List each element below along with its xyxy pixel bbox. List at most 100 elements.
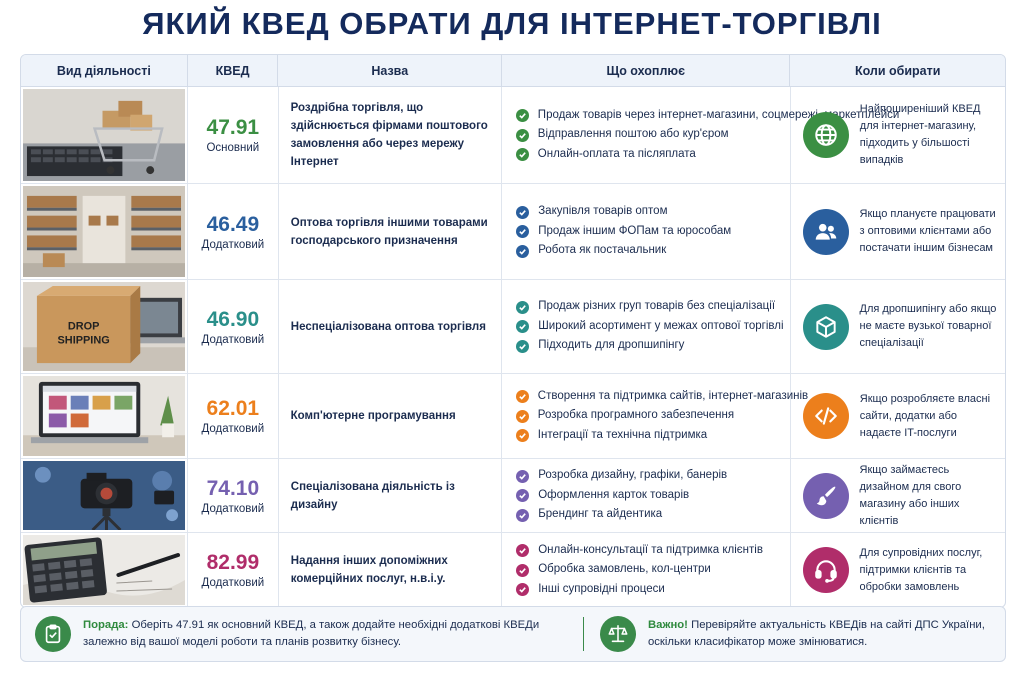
coverage-item: Онлайн-оплата та післяплата <box>515 145 696 165</box>
activity-photo-laptop <box>21 374 188 458</box>
check-icon <box>515 390 529 403</box>
tips-panel: Порада: Оберіть 47.91 як основний КВЕД, … <box>20 606 1006 662</box>
tips-divider <box>583 617 584 651</box>
table-row: 47.91 Основний Роздрібна торгівля, що зд… <box>21 87 1005 184</box>
coverage-item: Широкий асортимент у межах оптової торгі… <box>516 317 784 337</box>
table-row: 46.49 Додатковий Оптова торгівля іншими … <box>21 184 1005 280</box>
coverage-item: Продаж іншим ФОПам та юрособам <box>516 222 731 242</box>
when-cell: Найпоширеніший КВЕД для інтернет-магазин… <box>791 87 1005 183</box>
table-header: Вид діяльності КВЕД Назва Що охоплює Кол… <box>21 55 1005 87</box>
coverage-text: Обробка замовлень, кол-центри <box>538 563 711 576</box>
coverage-text: Підходить для дропшипінгу <box>538 339 685 352</box>
header-coverage: Що охоплює <box>502 55 791 86</box>
kved-type: Додатковий <box>201 502 265 515</box>
coverage-text: Продаж різних груп товарів без спеціаліз… <box>538 300 776 313</box>
header-activity: Вид діяльності <box>21 55 188 86</box>
activity-photo-cart <box>21 87 188 183</box>
page-title: ЯКИЙ КВЕД ОБРАТИ ДЛЯ ІНТЕРНЕТ-ТОРГІВЛІ <box>142 6 882 41</box>
coverage-text: Оформлення карток товарів <box>538 488 690 501</box>
check-icon <box>515 409 529 423</box>
coverage-item: Онлайн-консультації та підтримка клієнті… <box>516 541 763 561</box>
table-row: DROP SHIPPING 46.90 Додатковий Неспеціал… <box>21 280 1005 374</box>
coverage-list: Розробка дизайну, графіки, банерів Оформ… <box>502 459 791 532</box>
coverage-list: Закупівля товарів оптом Продаж іншим ФОП… <box>502 184 791 279</box>
header-when: Коли обирати <box>854 63 941 78</box>
check-icon <box>516 244 530 258</box>
important-block: Важно! Перевіряйте актуальність КВЕДів н… <box>600 616 1000 652</box>
coverage-list: Продаж різних груп товарів без спеціаліз… <box>502 280 791 373</box>
kved-name: Комп'ютерне програмування <box>279 374 502 458</box>
coverage-text: Відправлення поштою або кур'єром <box>537 128 729 141</box>
kved-code-cell: 74.10 Додатковий <box>188 459 279 532</box>
header-kved: КВЕД <box>188 55 279 86</box>
kved-name: Роздрібна торгівля, що здійснюється фірм… <box>279 87 502 183</box>
coverage-text: Онлайн-консультації та підтримка клієнті… <box>538 543 763 556</box>
kved-name: Спеціалізована діяльність із дизайну <box>279 459 503 532</box>
check-icon <box>515 429 529 442</box>
check-icon <box>516 508 530 522</box>
kved-table: Вид діяльності КВЕД Назва Що охоплює Кол… <box>20 54 1006 608</box>
check-icon <box>516 300 530 314</box>
tip-text-block: Порада: Оберіть 47.91 як основний КВЕД, … <box>83 617 559 651</box>
check-icon <box>516 544 530 557</box>
coverage-text: Інші супровідні процеси <box>538 582 665 595</box>
coverage-item: Продаж різних груп товарів без спеціаліз… <box>516 297 775 317</box>
tip-label: Порада: <box>83 619 129 631</box>
kved-code: 47.91 <box>206 116 260 139</box>
coverage-item: Робота як постачальник <box>516 241 666 261</box>
coverage-item: Відправлення поштою або кур'єром <box>515 125 729 145</box>
box-icon <box>802 303 849 350</box>
important-label: Важно! <box>648 619 688 631</box>
coverage-item: Підходить для дропшипінгу <box>516 336 684 356</box>
coverage-text: Брендинг та айдентика <box>538 508 663 521</box>
coverage-item: Закупівля товарів оптом <box>516 202 667 222</box>
important-text-block: Важно! Перевіряйте актуальність КВЕДів н… <box>648 617 1000 651</box>
check-icon <box>515 148 529 161</box>
headset-icon <box>802 547 849 593</box>
when-text: Якщо плануєте працювати з оптовими клієн… <box>859 208 996 254</box>
coverage-text: Розробка дизайну, графіки, банерів <box>538 469 728 482</box>
coverage-text: Робота як постачальник <box>538 244 667 257</box>
kved-type: Додатковий <box>201 423 265 435</box>
kved-name: Неспеціалізована оптова торгівля <box>279 280 503 373</box>
when-cell: Якщо займаєтесь дизайном для свого магаз… <box>791 459 1005 532</box>
check-icon <box>516 320 530 333</box>
table-row: 82.99 Додатковий Надання інших допоміжни… <box>21 533 1005 607</box>
kved-type: Додатковий <box>201 333 265 346</box>
kved-code: 46.49 <box>206 212 260 236</box>
table-row: 74.10 Додатковий Спеціалізована діяльніс… <box>21 459 1005 533</box>
svg-text:DROP: DROP <box>68 320 100 332</box>
activity-photo-calculator <box>21 533 188 607</box>
clipboard-check-icon <box>35 616 71 652</box>
when-text: Якщо займаєтесь дизайном для свого магаз… <box>859 463 962 527</box>
code-icon <box>802 393 849 439</box>
kved-type: Додатковий <box>201 577 265 589</box>
activity-photo-camera <box>21 459 188 532</box>
svg-text:SHIPPING: SHIPPING <box>58 334 110 346</box>
users-icon <box>802 208 849 255</box>
kved-name: Надання інших допоміжних комерційних пос… <box>279 533 503 607</box>
coverage-list: Продаж товарів через інтернет-магазини, … <box>502 87 899 183</box>
activity-photo-dropshipping: DROP SHIPPING <box>21 280 188 373</box>
coverage-item: Створення та підтримка сайтів, інтернет-… <box>515 387 808 407</box>
kved-code-cell: 46.49 Додатковий <box>188 184 279 279</box>
coverage-text: Продаж іншим ФОПам та юрособам <box>538 224 732 237</box>
scales-icon <box>600 616 636 652</box>
coverage-item: Розробка програмного забезпечення <box>515 406 734 426</box>
check-icon <box>516 469 530 483</box>
when-cell: Для дропшипінгу або якщо не маєте вузько… <box>791 280 1005 373</box>
when-text: Якщо розробляєте власні сайти, додатки а… <box>859 392 991 439</box>
coverage-item: Оформлення карток товарів <box>516 486 689 506</box>
tip-block: Порада: Оберіть 47.91 як основний КВЕД, … <box>21 616 559 652</box>
coverage-item: Обробка замовлень, кол-центри <box>516 560 711 580</box>
kved-type: Основний <box>206 142 260 154</box>
important-text: Перевіряйте актуальність КВЕДів на сайті… <box>648 619 985 648</box>
when-cell: Якщо розробляєте власні сайти, додатки а… <box>791 374 1005 458</box>
kved-code: 82.99 <box>206 551 260 574</box>
kved-code-cell: 47.91 Основний <box>188 87 279 183</box>
check-icon <box>516 563 530 577</box>
kved-code: 62.01 <box>206 397 260 420</box>
check-icon <box>515 128 529 142</box>
check-icon <box>516 205 530 219</box>
